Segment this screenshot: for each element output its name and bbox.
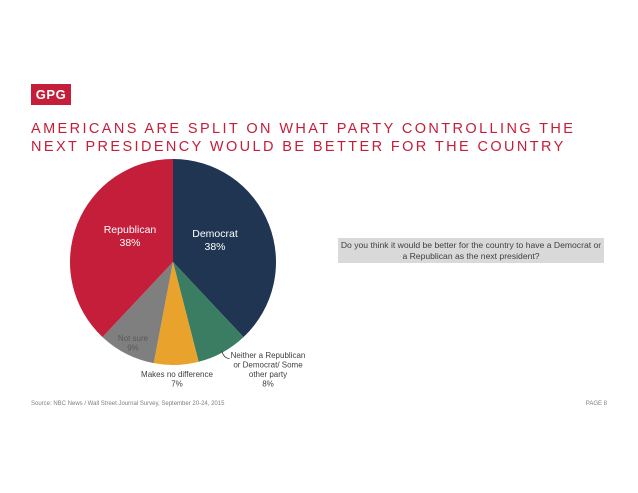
page-number: PAGE 8 [585,401,607,407]
source-note: Source: NBC News / Wall Street Journal S… [31,401,225,407]
pie-slice-democrat [173,159,276,338]
pie-slice-no_difference [153,262,199,366]
slice-label-not_sure: Not sure 9% [118,334,149,353]
slice-label-neither: Neither a Republican or Democrat/ Some oth… [231,351,306,389]
survey-question-text: Do you think it would be better for the … [340,240,602,261]
slice-label-no_difference: Makes no difference 7% [141,370,213,389]
slice-label-democrat: Democrat 38% [192,228,238,253]
slide-title: AMERICANS ARE SPLIT ON WHAT PARTY CONTRO… [31,120,611,156]
pie-slice-republican [70,159,173,338]
title-line-2: NEXT PRESIDENCY WOULD BE BETTER FOR THE … [31,139,566,155]
gpg-logo: GPG [31,84,71,105]
pie-slice-neither [173,262,244,362]
title-line-1: AMERICANS ARE SPLIT ON WHAT PARTY CONTRO… [31,121,576,137]
survey-question-box: Do you think it would be better for the … [338,238,604,263]
pie-slice-not_sure [102,262,173,364]
leader-line-neither [221,350,230,359]
slice-label-republican: Republican 38% [104,224,157,249]
